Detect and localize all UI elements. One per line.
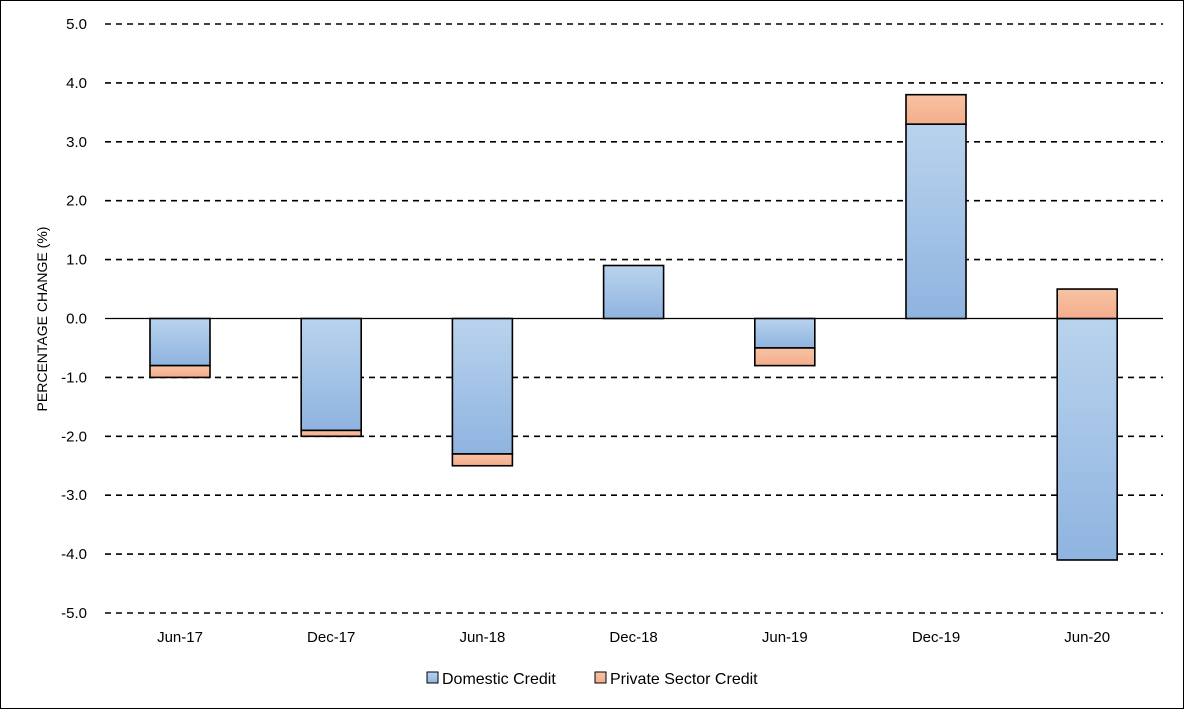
x-tick-label: Jun-19 — [762, 629, 808, 646]
bar-private-sector-credit-dec-17 — [300, 429, 363, 438]
y-tick-label: -5.0 — [61, 605, 87, 622]
x-tick-label: Jun-20 — [1064, 629, 1110, 646]
bar-private-sector-credit-jun-17 — [149, 364, 211, 379]
bar-domestic-credit-jun-19 — [753, 317, 816, 349]
bar-domestic-credit-dec-19 — [905, 123, 967, 320]
bar-domestic-credit-jun-20 — [1056, 317, 1118, 561]
y-tick-label: -3.0 — [61, 487, 87, 504]
x-tick-label: Dec-19 — [912, 629, 960, 646]
bar-domestic-credit-jun-17 — [149, 317, 211, 367]
legend-swatch-domestic-credit — [426, 671, 439, 684]
x-tick-label: Dec-18 — [609, 629, 657, 646]
bar-private-sector-credit-jun-18 — [451, 453, 514, 467]
y-axis-title: PERCENTAGE CHANGE (%) — [34, 227, 50, 412]
x-tick-label: Jun-17 — [157, 629, 203, 646]
bar-private-sector-credit-jun-20 — [1056, 288, 1118, 320]
bar-domestic-credit-dec-18 — [602, 264, 665, 320]
y-axis-ticks: 5.0 4.0 3.0 2.0 1.0 0.0 -1.0 -2.0 -3.0 -4.0 -5.0 — [61, 16, 87, 622]
y-tick-label: 0.0 — [66, 311, 87, 328]
bar-private-sector-credit-dec-19 — [905, 93, 967, 125]
x-axis-ticks: Jun-17 Dec-17 Jun-18 Dec-18 Jun-19 Dec-19 Jun-… — [157, 629, 1110, 646]
legend-label-private-sector-credit: Private Sector Credit — [610, 671, 758, 688]
bars — [149, 93, 1118, 561]
y-tick-label: -2.0 — [61, 428, 87, 445]
legend: Domestic Credit Private Sector Credit — [426, 671, 758, 688]
x-tick-label: Dec-17 — [307, 629, 355, 646]
bar-domestic-credit-dec-17 — [300, 317, 363, 432]
legend-label-domestic-credit: Domestic Credit — [442, 671, 556, 688]
y-tick-label: 4.0 — [66, 75, 87, 92]
bar-private-sector-credit-jun-19 — [753, 347, 816, 367]
bar-domestic-credit-jun-18 — [451, 317, 514, 455]
y-tick-label: 1.0 — [66, 252, 87, 269]
y-tick-label: 2.0 — [66, 193, 87, 210]
y-tick-label: -1.0 — [61, 369, 87, 386]
legend-swatch-private-sector-credit — [594, 671, 607, 684]
y-tick-label: -4.0 — [61, 546, 87, 563]
y-tick-label: 5.0 — [66, 16, 87, 33]
x-tick-label: Jun-18 — [459, 629, 505, 646]
y-tick-label: 3.0 — [66, 134, 87, 151]
